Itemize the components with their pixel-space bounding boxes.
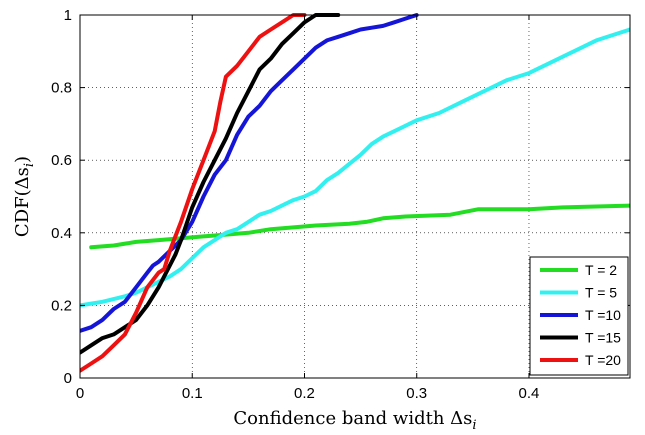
x-axis-label: Confidence band width Δsi [233, 408, 476, 433]
plot-frame [79, 14, 631, 379]
y-tick-label: 0.6 [51, 152, 72, 169]
legend: T = 2 T = 5 T =10 T =15 T =20 [529, 256, 629, 376]
y-tick-label: 1 [64, 7, 72, 24]
legend-label: T =20 [585, 352, 621, 368]
legend-label: T = 2 [585, 262, 617, 278]
series-line-3 [80, 13, 419, 333]
x-tick-label: 0.1 [182, 385, 203, 402]
y-tick-label: 0 [64, 370, 72, 387]
y-tick-label: 0.4 [51, 225, 72, 242]
y-tick-label: 0.2 [51, 297, 72, 314]
series-line-4 [80, 13, 341, 355]
x-tick-label: 0.4 [519, 385, 540, 402]
x-tick-label: 0 [76, 385, 84, 402]
y-axis-label-subscript: i [22, 163, 37, 167]
y-axis-label: CDF(Δsi) [12, 156, 37, 237]
x-axis-label-text: Confidence band width Δs [233, 408, 472, 429]
tick-labels: 0 0.1 0.2 0.3 0.4 0 0.2 0.4 0.6 0.8 1 [51, 7, 539, 402]
series-line-5 [80, 13, 307, 373]
x-axis-label-subscript: i [472, 418, 476, 433]
legend-label: T = 5 [585, 285, 617, 301]
grid [80, 15, 630, 378]
x-tick-label: 0.2 [294, 385, 315, 402]
y-axis-label-text: CDF(Δs [12, 167, 33, 237]
series-lines [80, 13, 630, 373]
y-tick-label: 0.8 [51, 80, 72, 97]
legend-label: T =10 [585, 307, 621, 323]
x-tick-label: 0.3 [406, 385, 427, 402]
axis-ticks [79, 14, 630, 379]
series-line-1 [89, 203, 630, 250]
y-axis-label-close: ) [12, 156, 33, 163]
legend-label: T =15 [585, 330, 621, 346]
